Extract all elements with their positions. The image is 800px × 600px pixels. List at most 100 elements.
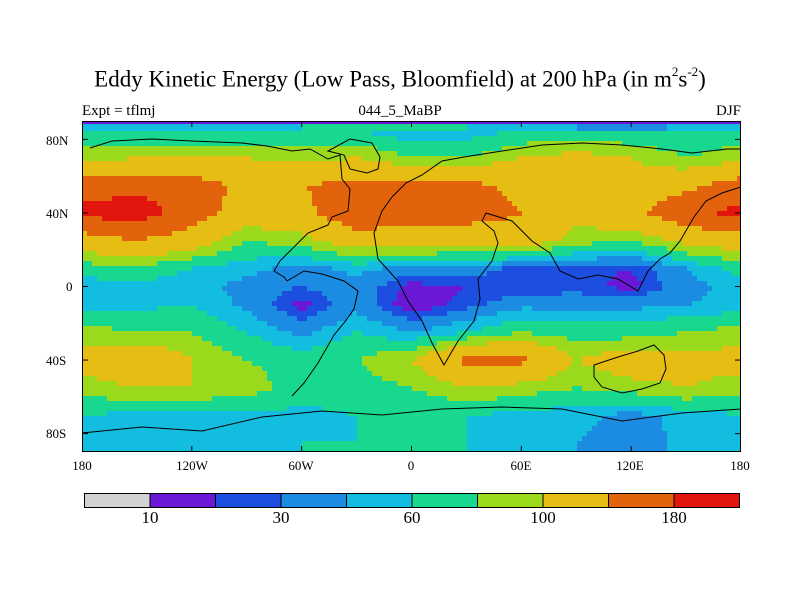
field-cell	[112, 156, 118, 162]
field-cell	[377, 201, 383, 207]
field-cell	[167, 241, 173, 247]
field-cell	[372, 186, 378, 192]
field-cell	[617, 151, 623, 157]
field-cell	[102, 171, 108, 177]
field-cell	[277, 161, 283, 167]
field-cell	[462, 211, 468, 217]
field-cell	[177, 141, 183, 147]
field-cell	[322, 296, 328, 302]
field-cell	[152, 256, 158, 262]
field-cell	[577, 216, 583, 222]
field-cell	[537, 216, 543, 222]
field-cell	[487, 196, 493, 202]
field-cell	[452, 281, 458, 287]
field-cell	[382, 166, 388, 172]
field-cell	[227, 151, 233, 157]
field-cell	[477, 206, 483, 212]
field-cell	[162, 221, 168, 227]
field-cell	[142, 276, 148, 282]
field-cell	[547, 296, 553, 302]
field-cell	[432, 146, 438, 152]
field-cell	[112, 271, 118, 277]
field-cell	[147, 151, 153, 157]
field-cell	[722, 271, 728, 277]
field-cell	[262, 301, 268, 307]
field-cell	[707, 191, 713, 197]
field-cell	[122, 266, 128, 272]
field-cell	[352, 191, 358, 197]
field-cell	[392, 136, 398, 142]
field-cell	[237, 171, 243, 177]
field-cell	[212, 211, 218, 217]
field-cell	[612, 226, 618, 232]
field-cell	[232, 196, 238, 202]
field-cell	[442, 246, 448, 252]
field-cell	[327, 236, 333, 242]
field-cell	[517, 296, 523, 302]
field-cell	[557, 306, 563, 312]
field-cell	[457, 281, 463, 287]
field-cell	[412, 191, 418, 197]
field-cell	[137, 291, 143, 297]
field-cell	[227, 226, 233, 232]
field-cell	[462, 281, 468, 287]
field-cell	[107, 246, 113, 252]
field-cell	[307, 256, 313, 262]
field-cell	[252, 211, 258, 217]
field-cell	[557, 186, 563, 192]
field-cell	[317, 156, 323, 162]
field-cell	[152, 201, 158, 207]
field-cell	[342, 256, 348, 262]
field-cell	[522, 226, 528, 232]
field-cell	[207, 276, 213, 282]
field-cell	[102, 291, 108, 297]
field-cell	[287, 306, 293, 312]
field-cell	[572, 241, 578, 247]
field-cell	[387, 126, 393, 132]
field-cell	[342, 241, 348, 247]
field-cell	[197, 236, 203, 242]
field-cell	[692, 211, 698, 217]
field-cell	[342, 216, 348, 222]
field-cell	[397, 276, 403, 282]
field-cell	[527, 301, 533, 307]
field-cell	[102, 176, 108, 182]
field-cell	[82, 181, 88, 187]
field-cell	[367, 151, 373, 157]
field-cell	[87, 166, 93, 172]
field-cell	[697, 141, 703, 147]
field-cell	[227, 306, 233, 312]
field-cell	[162, 171, 168, 177]
field-cell	[327, 301, 333, 307]
field-cell	[482, 186, 488, 192]
field-cell	[332, 281, 338, 287]
field-cell	[197, 221, 203, 227]
field-cell	[87, 176, 93, 182]
field-cell	[722, 196, 728, 202]
field-cell	[447, 291, 453, 297]
field-cell	[127, 171, 133, 177]
field-cell	[187, 261, 193, 267]
field-cell	[292, 161, 298, 167]
field-cell	[717, 186, 723, 192]
field-cell	[292, 196, 298, 202]
field-cell	[507, 191, 513, 197]
field-cell	[542, 241, 548, 247]
field-cell	[427, 306, 433, 312]
field-cell	[327, 186, 333, 192]
field-cell	[472, 296, 478, 302]
field-cell	[442, 256, 448, 262]
field-cell	[182, 206, 188, 212]
field-cell	[177, 131, 183, 137]
field-cell	[662, 171, 668, 177]
field-cell	[197, 256, 203, 262]
field-cell	[582, 136, 588, 142]
field-cell	[497, 176, 503, 182]
field-cell	[532, 241, 538, 247]
field-cell	[107, 231, 113, 237]
field-cell	[442, 161, 448, 167]
field-cell	[617, 176, 623, 182]
field-cell	[597, 136, 603, 142]
field-cell	[692, 266, 698, 272]
field-cell	[527, 286, 533, 292]
